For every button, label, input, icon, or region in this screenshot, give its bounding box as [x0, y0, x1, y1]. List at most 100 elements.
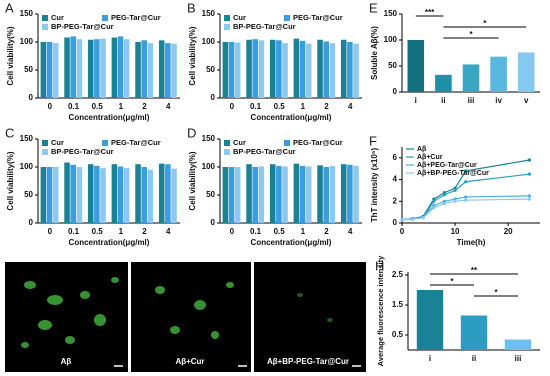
legend-label: BP-PEG-Tar@Cur	[233, 22, 296, 31]
legend-label: PEG-Tar@Cur	[293, 138, 343, 147]
bar	[222, 42, 229, 98]
x-axis-label: Concentration(μg/ml)	[251, 113, 332, 122]
x-tick-label: 0.1	[68, 102, 80, 111]
point	[527, 197, 531, 201]
legend-swatch	[224, 24, 230, 30]
panel-label: D	[187, 125, 196, 140]
y-tick-label: 50	[206, 65, 215, 74]
bar	[64, 162, 70, 223]
bar	[117, 166, 124, 223]
bar	[111, 37, 118, 98]
y-tick-label: 100	[384, 35, 398, 44]
bar	[94, 39, 100, 98]
caption: Aβ+BP-PEG-Tar@Cur	[267, 357, 349, 366]
panel-label: A	[5, 0, 14, 15]
x-axis-label: Concentration(μg/ml)	[69, 113, 150, 122]
bar	[46, 42, 53, 98]
legend-label: Cur	[233, 138, 246, 147]
bar	[123, 39, 130, 98]
bar	[234, 42, 241, 98]
y-axis-label: Soluble Aβ(%)	[370, 26, 379, 80]
bar	[269, 164, 276, 223]
x-tick-label: 2	[324, 102, 329, 111]
point	[464, 169, 468, 173]
y-tick-label: 100	[20, 162, 34, 171]
legend-swatch	[102, 15, 108, 21]
bar	[435, 74, 452, 92]
bar	[416, 290, 444, 350]
bar	[317, 165, 323, 223]
bar	[329, 43, 336, 98]
x-tick-label: 4	[166, 102, 171, 111]
legend-swatch	[42, 140, 48, 146]
significance-label: *	[483, 19, 487, 28]
y-axis-label: Cell viability(%)	[188, 26, 197, 85]
bar	[40, 167, 47, 223]
y-axis-label: Average fluorescence intensity	[376, 255, 385, 366]
x-tick-label: 4	[348, 102, 353, 111]
bar	[165, 164, 171, 223]
legend-swatch	[284, 15, 290, 21]
legend-swatch	[284, 140, 290, 146]
y-tick-label: 100	[202, 37, 216, 46]
y-tick-label: 0	[29, 93, 34, 102]
bar	[141, 40, 147, 98]
bar	[135, 42, 141, 98]
bar	[64, 37, 70, 98]
bar	[504, 339, 532, 350]
bar	[76, 39, 83, 98]
bar	[276, 165, 282, 223]
x-tick-label: v	[524, 96, 529, 105]
x-tick-label: 1	[301, 227, 306, 236]
bar	[165, 43, 171, 98]
micrograph	[254, 262, 366, 372]
bar	[282, 166, 288, 223]
legend-label: BP-PEG-Tar@Cur	[233, 147, 296, 156]
bar	[52, 167, 59, 223]
panel-label: H	[375, 258, 384, 273]
x-tick-label: 20	[504, 227, 513, 236]
bar	[94, 165, 100, 223]
bar	[111, 164, 118, 223]
point	[453, 188, 457, 193]
bar	[158, 40, 165, 98]
micrograph	[131, 262, 251, 372]
bar	[100, 168, 106, 223]
legend-label: Aβ+BP-PEG-Tar@Cur	[417, 170, 489, 177]
y-tick-label: 150	[20, 9, 34, 18]
y-axis-label: Cell viability(%)	[6, 26, 15, 85]
bar	[293, 38, 300, 98]
bar	[329, 165, 336, 223]
bar	[323, 41, 329, 98]
x-axis-label: Concentration(μg/ml)	[69, 238, 150, 247]
y-tick-label: 50	[24, 65, 33, 74]
bar	[70, 36, 76, 98]
bar	[353, 43, 359, 98]
image-panel: G Aβ Aβ+Cur Aβ+BP-PEG-Tar@Cur	[5, 259, 366, 372]
point	[411, 217, 415, 221]
y-tick-label: 100	[202, 162, 216, 171]
panel-label: E	[369, 0, 378, 15]
bar	[299, 40, 306, 98]
point	[442, 193, 447, 197]
bar	[171, 168, 177, 223]
bar	[317, 39, 323, 98]
bar	[228, 42, 235, 98]
bar	[269, 39, 276, 98]
significance-label: *	[494, 288, 498, 297]
x-tick-label: 10	[451, 227, 460, 236]
x-tick-label: iii	[468, 96, 475, 105]
x-tick-label: 0	[230, 227, 235, 236]
bar	[282, 43, 288, 98]
y-tick-label: 0.5	[392, 330, 404, 339]
cells	[21, 277, 333, 348]
legend-swatch	[224, 140, 230, 146]
bar	[246, 164, 252, 223]
x-tick-label: 0.1	[250, 102, 262, 111]
caption: Aβ	[61, 357, 72, 366]
x-tick-label: i	[415, 96, 417, 105]
x-tick-label: 0	[400, 227, 405, 236]
x-tick-label: ii	[472, 354, 476, 363]
panel-label: F	[369, 133, 377, 148]
y-axis-label: ThT intensity (x10⁵)	[370, 147, 379, 222]
